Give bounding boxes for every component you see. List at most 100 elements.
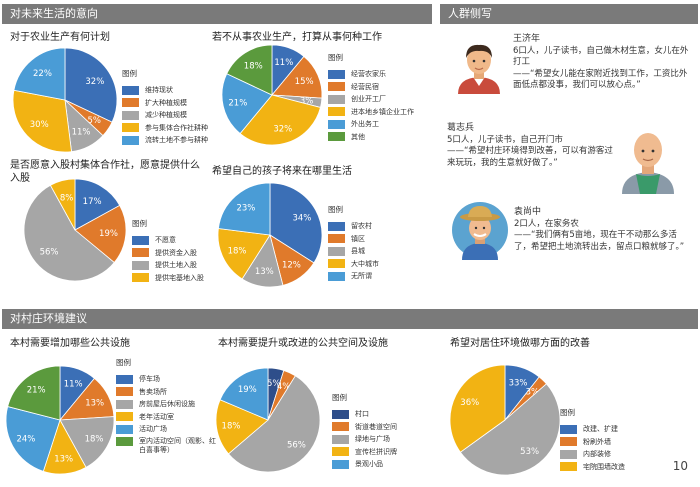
legend-item: 扩大种植规模 xyxy=(122,97,208,110)
pie-agri: 32% 5% 11% 30% 22% xyxy=(12,47,118,153)
legend-item: 村口 xyxy=(332,408,397,421)
legend-swatch xyxy=(332,447,349,457)
legend-title: 图例 xyxy=(122,69,137,78)
legend-item: 改建、扩建 xyxy=(560,423,625,436)
pie-kids: 34% 12% 13% 18% 23% xyxy=(217,182,323,288)
legend-title: 图例 xyxy=(560,408,575,417)
legend-label: 室内活动空间（观影、红白喜事等） xyxy=(139,436,216,454)
legend-item: 维持现状 xyxy=(122,84,208,97)
pie-slice xyxy=(59,416,115,468)
legend-swatch xyxy=(328,271,345,281)
legend-title: 图例 xyxy=(132,219,147,228)
legend-label: 流转土地不参与耕种 xyxy=(145,136,208,145)
pie-slice-label: 36% xyxy=(460,398,479,408)
legend-kids: 图例 留农村 镇区 县城 大中城市 无所谓 xyxy=(328,204,379,283)
pie-space: 5%4% 56% 18% 19% xyxy=(215,367,321,473)
persona-name: 王济年 xyxy=(513,34,541,44)
legend-label: 进本地乡镇企业工作 xyxy=(351,107,414,116)
pie-slice xyxy=(64,47,118,123)
persona-info: 5口人，儿子读书，自己开门市 xyxy=(447,134,563,145)
chart-title-kids: 希望自己的孩子将来在哪里生活 xyxy=(212,166,352,177)
legend-label: 宅院围墙改造 xyxy=(583,462,625,471)
legend-item: 粉刷外墙 xyxy=(560,436,625,449)
legend-swatch xyxy=(132,273,149,283)
legend-item: 提供宅基地入股 xyxy=(132,272,204,285)
legend-item: 流转土地不参与耕种 xyxy=(122,134,208,147)
pie-slice xyxy=(217,182,271,236)
pie-slice-label: 3% xyxy=(526,387,540,397)
legend-label: 停车场 xyxy=(139,375,160,384)
page-number: 10 xyxy=(672,459,688,473)
pie-slice-label: 30% xyxy=(30,120,49,130)
pie-slice xyxy=(5,406,61,472)
pie-slice xyxy=(217,228,271,280)
section-header-portrait: 人群侧写 xyxy=(440,4,698,24)
legend-label: 扩大种植规模 xyxy=(145,98,187,107)
legend-label: 景观小品 xyxy=(355,460,383,469)
legend-item: 参与集体合作社耕种 xyxy=(122,122,208,135)
chart-title-agri: 对于农业生产有何计划 xyxy=(10,32,110,43)
pie-slice xyxy=(239,94,321,146)
pie-slice-label: 56% xyxy=(287,440,306,450)
pie-slice-label: 18% xyxy=(222,422,241,432)
legend-label: 无所谓 xyxy=(351,272,372,281)
pie-slice-label: 5% xyxy=(267,379,281,389)
legend-swatch xyxy=(560,437,577,447)
pie-slice-label: 5% xyxy=(87,116,101,126)
legend-swatch xyxy=(332,434,349,444)
pie-slice-label: 21% xyxy=(27,385,46,395)
pie-home: 33%3% 53% 36% xyxy=(449,364,561,476)
legend-item: 房前屋后休闲设施 xyxy=(116,398,216,411)
legend-item: 减少种植规模 xyxy=(122,109,208,122)
legend-item: 进本地乡镇企业工作 xyxy=(328,106,414,119)
persona-name: 葛志兵 xyxy=(447,123,475,133)
legend-label: 减少种植规模 xyxy=(145,111,187,120)
pie-slice-label: 18% xyxy=(228,246,247,256)
legend-home: 图例改建、扩建 粉刷外墙 内部装修 宅院围墙改造 xyxy=(560,407,625,473)
legend-swatch xyxy=(332,422,349,432)
legend-item: 老年活动室 xyxy=(116,411,216,424)
pie-slice-label: 15% xyxy=(295,77,314,87)
pie-slice-label: 53% xyxy=(520,447,539,457)
legend-title: 图例 xyxy=(328,53,343,62)
legend-swatch xyxy=(122,123,139,133)
legend-item: 活动广场 xyxy=(116,423,216,436)
legend-swatch xyxy=(132,235,149,245)
pie-slice-label: 23% xyxy=(236,204,255,214)
legend-label: 街道巷道空间 xyxy=(355,422,397,431)
legend-swatch xyxy=(116,436,133,446)
legend-item: 不愿意 xyxy=(132,234,204,247)
pie-slice-label: 34% xyxy=(292,213,311,223)
legend-label: 留农村 xyxy=(351,222,372,231)
legend-item: 提供土地入股 xyxy=(132,259,204,272)
pie-slice-label: 12% xyxy=(282,260,301,270)
legend-swatch xyxy=(132,260,149,270)
legend-work: 图例 经营农家乐 经营民宿 创业开工厂 进本地乡镇企业工作 外出务工 其他 xyxy=(328,52,414,143)
pie-slice xyxy=(219,367,269,421)
persona-name: 袁尚中 xyxy=(514,207,542,217)
legend-coop: 图例 不愿意 提供资金入股 提供土地入股 提供宅基地入股 xyxy=(132,218,204,284)
legend-label: 参与集体合作社耕种 xyxy=(145,123,208,132)
pie-slice-label: 56% xyxy=(40,247,59,257)
pie-slice-label: 4% xyxy=(277,382,291,392)
legend-label: 大中城市 xyxy=(351,259,379,268)
pie-slice xyxy=(23,184,115,282)
persona-0: 王济年 6口人，儿子读书，自己做木材生意，女儿在外打工 ——“希望女儿能在家附近… xyxy=(513,34,695,92)
pie-slice-label: 19% xyxy=(99,229,118,239)
pie-slice-label: 24% xyxy=(16,435,35,445)
legend-title: 图例 xyxy=(328,205,343,214)
section-header-env: 对村庄环境建议 xyxy=(2,309,698,329)
legend-swatch xyxy=(328,259,345,269)
section-header-vision: 对未来生活的意向 xyxy=(2,4,432,24)
chart-title-work: 若不从事农业生产，打算从事何种工作 xyxy=(212,32,382,43)
pie-slice xyxy=(215,399,269,455)
legend-label: 县城 xyxy=(351,247,365,256)
pie-slice-label: 21% xyxy=(228,99,247,109)
legend-item: 无所谓 xyxy=(328,270,379,283)
legend-title: 图例 xyxy=(332,393,347,402)
persona-info: 6口人，儿子读书，自己做木材生意，女儿在外打工 xyxy=(513,45,689,68)
legend-item: 售卖场所 xyxy=(116,386,216,399)
legend-item: 内部装修 xyxy=(560,448,625,461)
legend-agri: 图例维持现状 扩大种植规模 减少种植规模参与集体合作社耕种 流转土地不参与耕种 xyxy=(122,68,208,147)
pie-slice xyxy=(74,178,121,231)
